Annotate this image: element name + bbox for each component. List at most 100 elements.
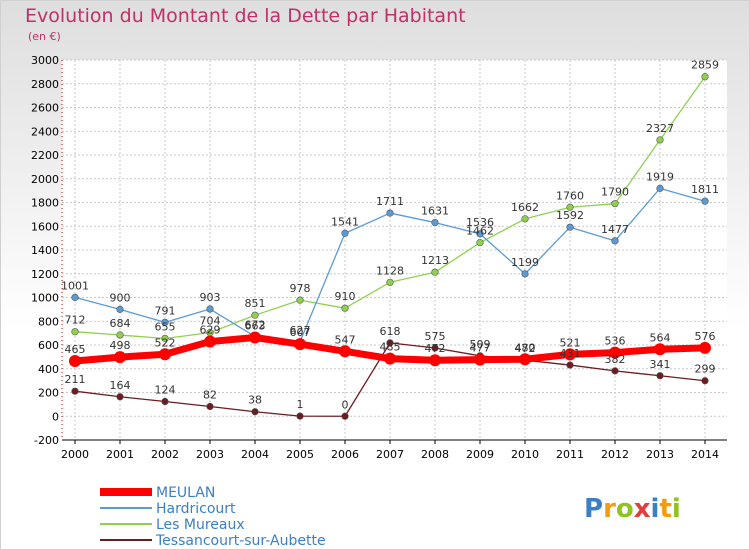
data-point [161, 397, 169, 406]
logo-letter: r [603, 494, 616, 524]
grid [62, 59, 727, 441]
data-label: 82 [203, 389, 217, 402]
data-point [114, 351, 126, 364]
data-point [521, 270, 529, 278]
series-layer [69, 73, 711, 420]
data-point [431, 218, 439, 227]
data-label: 607 [290, 326, 311, 339]
data-point [701, 377, 709, 385]
data-label: 299 [695, 363, 716, 376]
data-point [701, 73, 709, 81]
data-point [296, 412, 304, 420]
axes: -200 0 200 400 600 800 1000 1200 1400 1600 1800 200… [31, 54, 727, 461]
legend-label: Tessancourt-sur-Aubette [155, 533, 326, 549]
data-label: 1462 [466, 225, 494, 238]
data-label: 1790 [601, 186, 629, 199]
data-label: 1919 [646, 170, 674, 183]
data-label: 910 [335, 290, 356, 303]
data-point [656, 372, 664, 380]
x-tick-label: 2007 [376, 448, 404, 461]
data-point [609, 346, 621, 359]
x-tick-label: 2000 [61, 448, 89, 461]
data-point [521, 215, 529, 223]
y-tick-label: 400 [38, 363, 59, 376]
data-label: 0 [342, 398, 349, 411]
data-label: 672 [245, 318, 266, 331]
data-label: 480 [515, 341, 536, 354]
data-label: 498 [110, 339, 131, 352]
data-point [69, 355, 81, 368]
data-labels: 211 164 124 82 38 1 0 618 575 509 472 431 382 341 299 7… [61, 59, 719, 412]
data-point [431, 344, 439, 352]
data-label: 627 [290, 324, 311, 337]
proxiti-logo: Proxiti [584, 494, 681, 524]
data-label: 1477 [601, 223, 629, 236]
data-label: 1 [297, 398, 304, 411]
data-label: 2327 [646, 122, 674, 135]
data-point [611, 367, 619, 375]
y-tick-label: 200 [38, 387, 59, 400]
y-tick-label: 2600 [31, 102, 59, 115]
data-label: 903 [200, 291, 221, 304]
data-point [339, 345, 351, 358]
data-label: 382 [605, 353, 626, 366]
chart-subtitle: (en €) [28, 30, 61, 43]
svg-text:Proxiti: Proxiti [584, 494, 681, 524]
x-tick-label: 2004 [241, 448, 269, 461]
data-label: 629 [200, 324, 221, 337]
y-tick-label: 2200 [31, 149, 59, 162]
legend-label: Les Mureaux [156, 517, 245, 533]
data-label: 2859 [691, 59, 719, 72]
data-point [251, 408, 259, 416]
data-point [116, 393, 124, 401]
y-tick-label: 800 [38, 315, 59, 328]
data-point [654, 343, 666, 356]
data-label: 431 [560, 347, 581, 360]
data-label: 704 [200, 315, 221, 328]
data-point [566, 361, 574, 369]
data-label: 663 [245, 320, 266, 333]
data-point [206, 305, 214, 313]
data-label: 124 [155, 384, 176, 397]
logo-letter: i [651, 494, 660, 524]
data-label: 536 [605, 335, 626, 348]
data-label: 576 [695, 330, 716, 343]
data-label: 472 [425, 342, 446, 355]
y-tick-label: 1000 [31, 292, 59, 305]
data-label: 521 [560, 336, 581, 349]
data-label: 1631 [421, 205, 449, 218]
logo-letter: P [584, 494, 603, 524]
data-label: 564 [650, 331, 671, 344]
data-label: 900 [110, 291, 131, 304]
data-point [386, 209, 394, 217]
data-point [566, 203, 574, 211]
data-label: 1592 [556, 209, 584, 222]
data-label: 978 [290, 282, 311, 295]
data-point [296, 296, 304, 304]
logo-letter: o [616, 494, 634, 524]
data-point [294, 338, 306, 351]
data-label: 1811 [691, 183, 719, 196]
data-label: 712 [65, 314, 86, 327]
y-tick-label: -200 [34, 434, 59, 447]
x-tick-label: 2008 [421, 448, 449, 461]
y-tick-label: 2800 [31, 78, 59, 91]
data-point [476, 239, 484, 247]
data-point [474, 353, 486, 366]
data-label: 655 [155, 320, 176, 333]
data-label: 1711 [376, 195, 404, 208]
x-tick-label: 2002 [151, 448, 179, 461]
data-label: 522 [155, 336, 176, 349]
data-label: 1001 [61, 279, 89, 292]
x-tick-label: 2010 [511, 448, 539, 461]
data-point [116, 331, 124, 339]
data-label: 547 [335, 333, 356, 346]
data-point [386, 339, 394, 347]
x-tick-label: 2006 [331, 448, 359, 461]
data-point [204, 335, 216, 348]
y-tick-label: 2400 [31, 125, 59, 138]
data-point [341, 304, 349, 312]
y-tick-label: 1200 [31, 268, 59, 281]
y-tick-label: 1800 [31, 197, 59, 210]
x-tick-label: 2003 [196, 448, 224, 461]
